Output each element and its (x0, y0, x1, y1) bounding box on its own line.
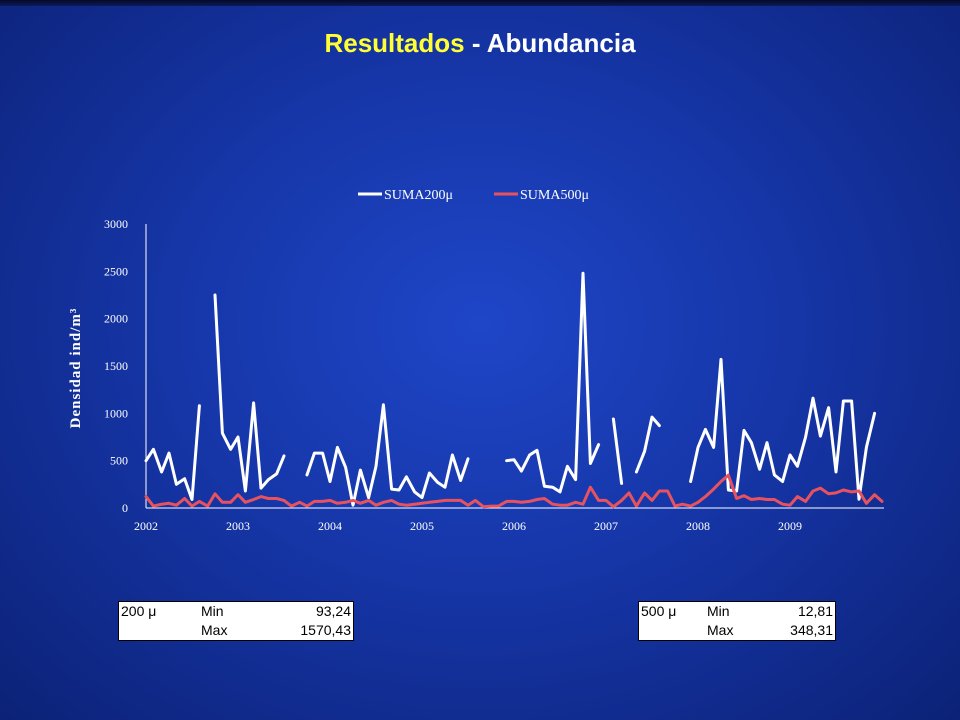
x-tick-label: 2002 (134, 519, 158, 533)
y-tick-label: 1000 (104, 406, 128, 420)
stats-200-empty (119, 621, 200, 641)
x-tick-label: 2009 (778, 519, 802, 533)
series-line-segment (144, 473, 884, 509)
chart-legend: SUMA200μ SUMA500μ (358, 188, 589, 203)
x-tick-label: 2005 (410, 519, 434, 533)
stats-500-max-value: 348,31 (790, 622, 833, 638)
y-tick-labels: 0 500 1000 1500 2000 2500 3000 (104, 217, 128, 515)
slide-title: Resultados - Abundancia (0, 28, 960, 59)
x-tick-label: 2008 (686, 519, 710, 533)
stats-200-min-value: 93,24 (315, 603, 351, 619)
x-tick-label: 2007 (594, 519, 618, 533)
legend-label: SUMA200μ (384, 188, 453, 203)
y-tick-label: 500 (110, 454, 128, 468)
stats-table-500: 500 μ Min 12,81 Max 348,31 (638, 601, 836, 641)
series-line-segment (689, 357, 877, 501)
series-line-segment (611, 417, 624, 485)
stats-200-label: 200 μ (121, 603, 157, 619)
slide-title-highlight: Resultados (324, 28, 465, 58)
series-suma500 (144, 473, 884, 509)
stats-200-max-value: 1570,43 (300, 622, 351, 638)
stats-500-max-label: Max (707, 622, 734, 638)
x-tick-label: 2003 (226, 519, 250, 533)
series-line-segment (213, 293, 286, 493)
x-tick-label: 2006 (502, 519, 526, 533)
series-line-segment (634, 415, 661, 474)
y-tick-label: 2500 (104, 264, 128, 278)
legend-label: SUMA500μ (520, 188, 589, 203)
stats-200-min-label: Min (201, 603, 224, 619)
x-tick-labels: 2002 2003 2004 2005 2006 2007 2008 2009 (134, 519, 802, 533)
stats-500-min-value: 12,81 (797, 603, 833, 619)
stats-200-max-label: Max (201, 622, 228, 638)
y-axis-title: Densidad ind/m³ (68, 308, 84, 429)
series-line-segment (305, 403, 470, 507)
series-suma200 (144, 271, 877, 507)
stats-table-200: 200 μ Min 93,24 Max 1570,43 (118, 601, 354, 641)
top-strip (0, 0, 960, 6)
stats-500-min-label: Min (707, 603, 730, 619)
chart-series (144, 271, 884, 509)
stats-500-label: 500 μ (641, 603, 677, 619)
slide-title-rest: - Abundancia (464, 28, 636, 58)
series-line-segment (505, 271, 601, 494)
y-tick-label: 1500 (104, 359, 128, 373)
y-tick-label: 3000 (104, 217, 128, 231)
series-line-segment (144, 404, 201, 501)
x-tick-label: 2004 (318, 519, 342, 533)
y-tick-label: 0 (122, 501, 128, 515)
y-tick-label: 2000 (104, 312, 128, 326)
stats-500-empty (639, 621, 706, 641)
